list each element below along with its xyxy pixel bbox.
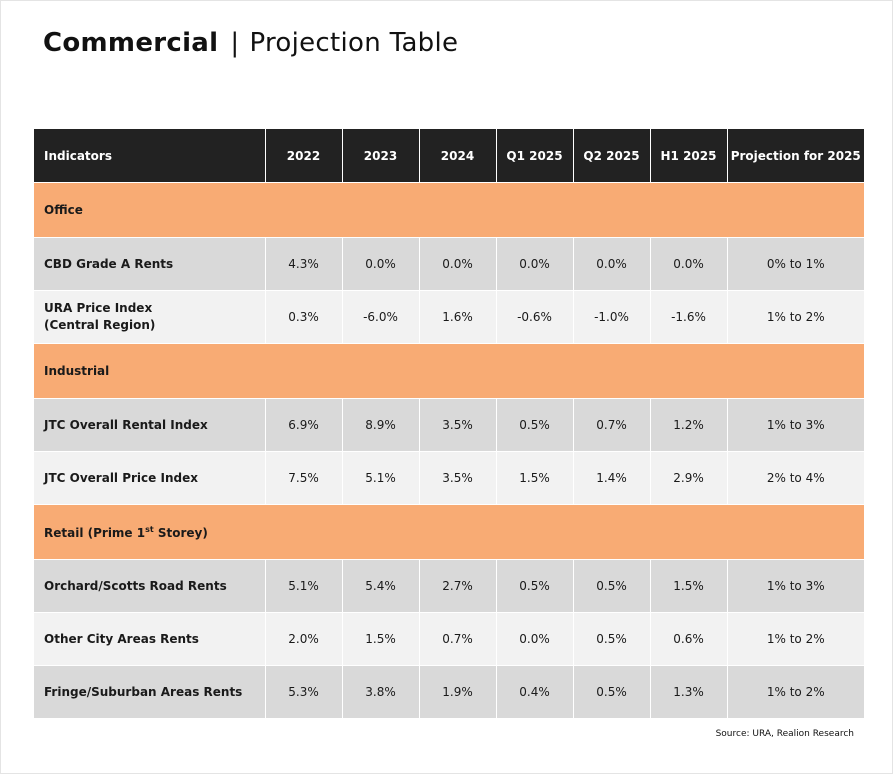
section-label-sup: st: [145, 524, 154, 534]
cell-projection: 1% to 2%: [727, 612, 864, 666]
cell-value: 1.4%: [573, 451, 651, 505]
table-row: URA Price Index (Central Region) 0.3% -6.…: [34, 290, 864, 344]
row-label: URA Price Index (Central Region): [34, 290, 266, 344]
table-row: Other City Areas Rents 2.0% 1.5% 0.7% 0.…: [34, 612, 864, 666]
cell-value: 2.9%: [650, 451, 728, 505]
cell-value: 1.5%: [650, 559, 728, 613]
cell-value: 0.0%: [496, 612, 574, 666]
row-label-line2: (Central Region): [44, 318, 156, 332]
cell-value: 0.4%: [496, 665, 574, 718]
row-label: JTC Overall Rental Index: [34, 398, 266, 452]
cell-value: 1.5%: [342, 612, 420, 666]
header-indicators: Indicators: [34, 129, 266, 183]
cell-value: 0.0%: [573, 237, 651, 291]
title-bold: Commercial: [43, 28, 219, 58]
cell-value: 7.5%: [265, 451, 343, 505]
cell-value: 0.0%: [342, 237, 420, 291]
header-projection-2025: Projection for 2025: [727, 129, 864, 183]
cell-value: -1.6%: [650, 290, 728, 344]
cell-value: 0.5%: [496, 559, 574, 613]
cell-value: 3.8%: [342, 665, 420, 718]
cell-value: 5.3%: [265, 665, 343, 718]
cell-value: 0.0%: [419, 237, 497, 291]
cell-value: 0.3%: [265, 290, 343, 344]
cell-value: 0.5%: [573, 665, 651, 718]
cell-value: 2.0%: [265, 612, 343, 666]
cell-value: 0.7%: [419, 612, 497, 666]
cell-projection: 1% to 2%: [727, 290, 864, 344]
section-label-pre: Retail (Prime 1: [44, 525, 146, 540]
cell-projection: 0% to 1%: [727, 237, 864, 291]
cell-value: 5.4%: [342, 559, 420, 613]
table-header-row: Indicators 2022 2023 2024 Q1 2025 Q2 202…: [34, 129, 864, 183]
row-label: JTC Overall Price Index: [34, 451, 266, 505]
header-q1-2025: Q1 2025: [496, 129, 574, 183]
cell-value: -6.0%: [342, 290, 420, 344]
section-label: Industrial: [34, 343, 864, 399]
cell-value: -0.6%: [496, 290, 574, 344]
row-label: CBD Grade A Rents: [34, 237, 266, 291]
header-2024: 2024: [419, 129, 497, 183]
row-label: Other City Areas Rents: [34, 612, 266, 666]
cell-value: 0.7%: [573, 398, 651, 452]
cell-value: 1.9%: [419, 665, 497, 718]
cell-value: 0.0%: [650, 237, 728, 291]
header-h1-2025: H1 2025: [650, 129, 728, 183]
row-label-line1: URA Price Index: [44, 301, 153, 315]
section-label-post: Storey): [153, 525, 208, 540]
cell-value: 1.6%: [419, 290, 497, 344]
cell-value: 3.5%: [419, 451, 497, 505]
header-q2-2025: Q2 2025: [573, 129, 651, 183]
cell-value: 6.9%: [265, 398, 343, 452]
projection-table: Indicators 2022 2023 2024 Q1 2025 Q2 202…: [34, 129, 864, 718]
title-light: Projection Table: [249, 28, 459, 58]
cell-value: 3.5%: [419, 398, 497, 452]
section-row-retail: Retail (Prime 1st Storey): [34, 504, 864, 560]
title-separator: |: [230, 28, 240, 58]
table-row: CBD Grade A Rents 4.3% 0.0% 0.0% 0.0% 0.…: [34, 237, 864, 291]
table-row: JTC Overall Rental Index 6.9% 8.9% 3.5% …: [34, 398, 864, 452]
row-label: Fringe/Suburban Areas Rents: [34, 665, 266, 718]
cell-value: 1.2%: [650, 398, 728, 452]
cell-projection: 2% to 4%: [727, 451, 864, 505]
cell-value: 0.5%: [496, 398, 574, 452]
section-row-office: Office: [34, 182, 864, 238]
cell-value: 0.6%: [650, 612, 728, 666]
cell-value: 0.0%: [496, 237, 574, 291]
section-label: Retail (Prime 1st Storey): [34, 504, 864, 560]
section-label: Office: [34, 182, 864, 238]
section-row-industrial: Industrial: [34, 343, 864, 399]
source-note: Source: URA, Realion Research: [715, 729, 854, 739]
page-title: Commercial | Projection Table: [43, 28, 458, 58]
cell-value: 2.7%: [419, 559, 497, 613]
cell-value: 1.5%: [496, 451, 574, 505]
cell-value: -1.0%: [573, 290, 651, 344]
cell-value: 1.3%: [650, 665, 728, 718]
cell-value: 8.9%: [342, 398, 420, 452]
row-label: Orchard/Scotts Road Rents: [34, 559, 266, 613]
cell-projection: 1% to 3%: [727, 559, 864, 613]
header-2023: 2023: [342, 129, 420, 183]
cell-projection: 1% to 3%: [727, 398, 864, 452]
cell-value: 0.5%: [573, 612, 651, 666]
cell-projection: 1% to 2%: [727, 665, 864, 718]
header-2022: 2022: [265, 129, 343, 183]
cell-value: 5.1%: [342, 451, 420, 505]
cell-value: 5.1%: [265, 559, 343, 613]
table-row: Fringe/Suburban Areas Rents 5.3% 3.8% 1.…: [34, 665, 864, 718]
cell-value: 0.5%: [573, 559, 651, 613]
table-row: JTC Overall Price Index 7.5% 5.1% 3.5% 1…: [34, 451, 864, 505]
table-row: Orchard/Scotts Road Rents 5.1% 5.4% 2.7%…: [34, 559, 864, 613]
cell-value: 4.3%: [265, 237, 343, 291]
